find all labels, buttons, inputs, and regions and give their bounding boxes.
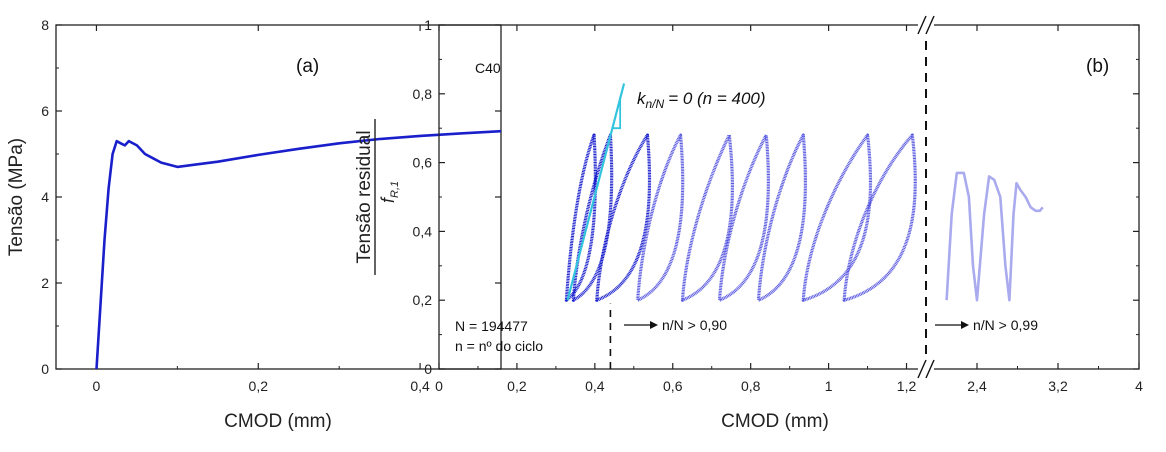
- panel-b-label: (b): [1086, 56, 1109, 77]
- arrow-090-label: n/N > 0,90: [662, 317, 727, 333]
- hysteresis-loop: [756, 133, 807, 302]
- panel-b-y-axis-label-bottom: fR,1: [378, 181, 401, 203]
- slope-annotation: kn/N = 0 (n = 400): [637, 89, 766, 111]
- hysteresis-loop: [801, 133, 873, 302]
- specimen-label: C40: [475, 60, 501, 76]
- panel-b-y-tick-label: 0,8: [413, 86, 433, 102]
- hysteresis-loop: [564, 133, 597, 302]
- panel-a-y-tick-label: 8: [41, 17, 49, 33]
- panel-b-y-tick-label: 0: [424, 361, 432, 377]
- panel-a-y-axis-label: Tensão (MPa): [6, 138, 27, 256]
- slope-rest: = 0 (n = 400): [668, 89, 765, 108]
- stiffness-slope-line: [566, 83, 626, 301]
- arrow-099-head: [961, 321, 969, 329]
- panel-a-plot-area: [95, 129, 502, 370]
- panel-b-y-axis-label-top: Tensão residual: [354, 130, 375, 263]
- panel-b-x-tick-label: 2,4: [967, 378, 987, 394]
- axis-break-mark-top-right: [925, 15, 935, 35]
- slope-prefix: k: [637, 89, 647, 108]
- panel-a-y-tick-label: 0: [41, 361, 49, 377]
- hysteresis-loop: [571, 133, 614, 302]
- panel-b-x-tick-label: 0,8: [741, 378, 761, 394]
- panel-b-ticks: 0 0,2 0,4 0,6 0,8 1 1,2 2,4 3,2 4 0 0,2 0,4 0,6 0,8 1: [413, 17, 1144, 394]
- arrow-090-head: [650, 321, 658, 329]
- panel-b-y-tick-label: 0,2: [413, 292, 433, 308]
- panel-b-x-tick-label: 0,6: [663, 378, 683, 394]
- hysteresis-loop: [680, 133, 734, 302]
- arrow-099: n/N > 0,99: [935, 317, 1038, 333]
- n-total-annotation: N = 194477: [455, 318, 528, 334]
- panel-b-x-tick-label: 0,2: [507, 378, 527, 394]
- hysteresis-loop: [595, 133, 652, 302]
- panel-a-x-tick-label: 0,4: [410, 378, 430, 394]
- panel-b-x-axis-label: CMOD (mm): [721, 411, 829, 432]
- panel-b-y-tick-label: 0,4: [413, 223, 433, 239]
- late-cycle-curve: [945, 171, 1044, 302]
- panel-b-x-tick-label: 3,2: [1048, 378, 1068, 394]
- hysteresis-loop: [717, 133, 770, 302]
- slope-subscript: n/N: [646, 97, 665, 111]
- panel-a-x-tick-label: 0: [93, 378, 101, 394]
- panel-a-x-tick-label: 0,2: [249, 378, 269, 394]
- panel-a-x-axis-label: CMOD (mm): [224, 411, 332, 432]
- panel-b-plot-area: [564, 83, 1044, 369]
- panel-b-y-tick-label: 0,6: [413, 155, 433, 171]
- panel-a-y-tick-label: 6: [41, 103, 49, 119]
- panel-b-x-tick-label: 1: [825, 378, 833, 394]
- axis-break-mark-top-left: [917, 15, 927, 35]
- panel-a-label: (a): [296, 56, 319, 77]
- panel-b-x-tick-label: 4: [1135, 378, 1143, 394]
- arrow-090: n/N > 0,90: [624, 317, 727, 333]
- panel-b: 0 0,2 0,4 0,6 0,8 1 1,2 2,4 3,2 4 0 0,2 0,4 0,6 0,8 1 C…: [354, 15, 1144, 432]
- panel-a-y-tick-label: 4: [41, 189, 49, 205]
- panel-b-y-axis-label: Tensão residual fR,1: [354, 119, 401, 275]
- panel-a-y-tick-label: 2: [41, 275, 49, 291]
- hysteresis-loop: [842, 133, 917, 302]
- panel-a-frame: [55, 24, 502, 370]
- panel-a-stress-curve: [95, 129, 502, 370]
- n-definition-annotation: n = nº do ciclo: [455, 338, 543, 354]
- arrow-099-label: n/N > 0,99: [973, 317, 1038, 333]
- hysteresis-loop: [636, 133, 685, 302]
- panel-b-x-tick-label: 1,2: [897, 378, 917, 394]
- panel-b-y-tick-label: 1: [424, 17, 432, 33]
- axis-break-mask-top: [918, 16, 934, 34]
- panel-b-x-tick-label: 0,4: [585, 378, 605, 394]
- panel-b-x-tick-label: 0: [435, 378, 443, 394]
- axis-break-mark-right: [925, 359, 935, 379]
- axis-break-mask: [918, 360, 934, 378]
- axis-break-mark-left: [917, 359, 927, 379]
- slope-triangle: [612, 97, 622, 130]
